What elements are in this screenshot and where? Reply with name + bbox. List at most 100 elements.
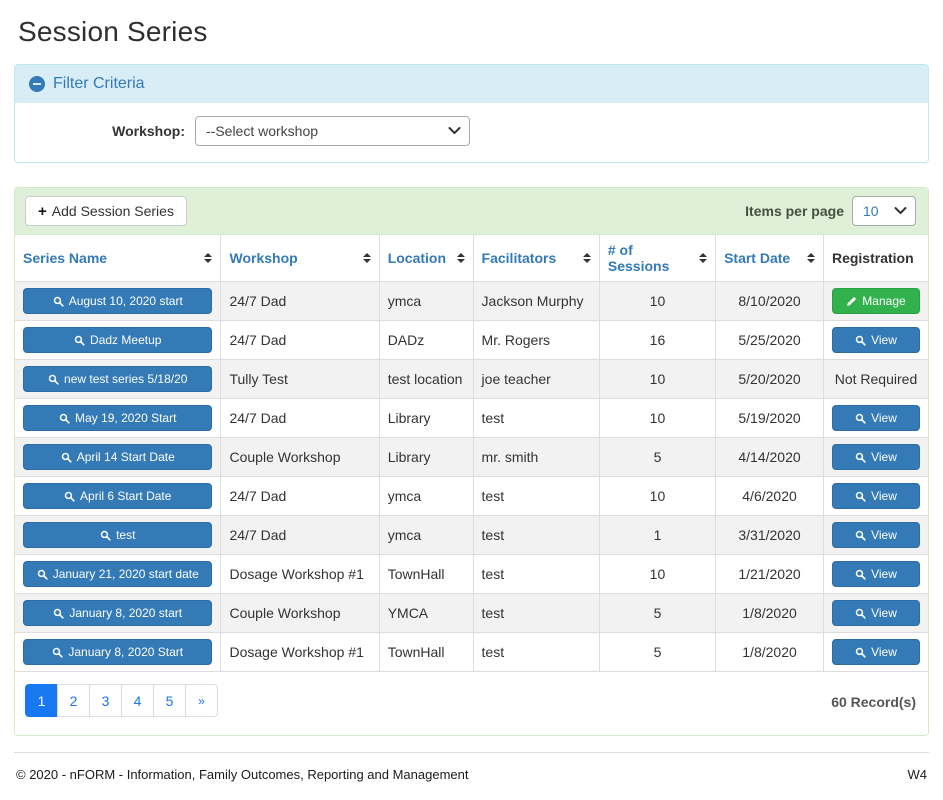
workshop-cell: Tully Test <box>220 359 380 399</box>
location-cell: YMCA <box>378 593 474 633</box>
workshop-cell: 24/7 Dad <box>220 281 380 321</box>
footer-copyright: © 2020 - nFORM - Information, Family Out… <box>16 767 469 782</box>
facilitators-cell: test <box>472 515 600 555</box>
filter-criteria-title: Filter Criteria <box>53 75 145 92</box>
series-name-label: January 8, 2020 start <box>69 606 183 620</box>
table-row: January 21, 2020 start date Dosage Works… <box>15 554 928 594</box>
site-footer: © 2020 - nFORM - Information, Family Out… <box>14 767 929 800</box>
series-name-button[interactable]: test <box>23 522 213 548</box>
page-title: Session Series <box>18 16 208 47</box>
table-row: Dadz Meetup 24/7 Dad DADz Mr. Rogers 16 … <box>15 320 928 360</box>
series-name-cell: test <box>15 515 222 555</box>
column-header-start-date[interactable]: Start Date <box>715 235 824 282</box>
series-name-button[interactable]: April 14 Start Date <box>23 444 213 470</box>
start-date-cell: 1/8/2020 <box>715 632 824 672</box>
pagination-page-button[interactable]: 3 <box>89 684 122 717</box>
column-label: Series Name <box>23 250 108 266</box>
column-header-series-name[interactable]: Series Name <box>15 235 222 282</box>
sessions-cell: 5 <box>598 632 717 672</box>
workshop-cell: Couple Workshop <box>220 593 380 633</box>
table-header-row: Series Name Workshop Location Facilitators #… <box>15 235 928 282</box>
view-button[interactable]: View <box>831 600 920 626</box>
series-name-button[interactable]: January 8, 2020 Start <box>23 639 213 665</box>
column-header-workshop[interactable]: Workshop <box>220 235 380 282</box>
footer-divider <box>14 752 929 753</box>
pagination-page-button[interactable]: 4 <box>121 684 154 717</box>
registration-cell: View <box>822 476 928 516</box>
items-per-page-select[interactable]: 10 <box>852 196 916 226</box>
view-button[interactable]: View <box>831 483 920 509</box>
location-cell: Library <box>378 398 474 438</box>
manage-button[interactable]: Manage <box>831 288 920 314</box>
pagination-page-button[interactable]: 1 <box>25 684 58 717</box>
column-label: Facilitators <box>481 250 557 266</box>
add-session-series-button[interactable]: + Add Session Series <box>25 196 187 226</box>
pagination-next-button[interactable]: » <box>185 684 218 717</box>
search-icon <box>61 452 72 463</box>
collapse-minus-icon[interactable] <box>29 76 45 92</box>
sort-arrows-icon <box>582 253 591 263</box>
session-series-panel: + Add Session Series Items per page 10 S… <box>14 187 929 736</box>
series-name-button[interactable]: January 8, 2020 start <box>23 600 213 626</box>
location-cell: ymca <box>378 515 474 555</box>
series-name-button[interactable]: Dadz Meetup <box>23 327 213 353</box>
view-button[interactable]: View <box>831 639 920 665</box>
series-name-label: April 14 Start Date <box>76 450 175 464</box>
record-count: 60 Record(s) <box>831 694 916 710</box>
column-header-facilitators[interactable]: Facilitators <box>472 235 600 282</box>
workshop-cell: Dosage Workshop #1 <box>220 554 380 594</box>
search-icon <box>855 491 866 502</box>
manage-button-label: Manage <box>862 294 906 308</box>
column-label: Registration <box>831 250 914 266</box>
sort-arrows-icon <box>806 253 815 263</box>
search-icon <box>64 491 75 502</box>
table-footer-row: 1 2 3 4 5» 60 Record(s) <box>15 672 928 735</box>
facilitators-cell: test <box>472 593 600 633</box>
sessions-cell: 16 <box>598 320 717 360</box>
workshop-select[interactable]: --Select workshop <box>195 116 470 146</box>
search-icon <box>855 530 866 541</box>
series-name-label: May 19, 2020 Start <box>75 411 177 425</box>
column-label: Start Date <box>724 250 791 266</box>
workshop-cell: 24/7 Dad <box>220 476 380 516</box>
column-header-location[interactable]: Location <box>378 235 474 282</box>
facilitators-cell: Mr. Rogers <box>472 320 600 360</box>
search-icon <box>37 569 48 580</box>
sessions-cell: 10 <box>598 359 717 399</box>
view-button[interactable]: View <box>831 327 920 353</box>
start-date-cell: 1/8/2020 <box>715 593 824 633</box>
table-row: August 10, 2020 start 24/7 Dad ymca Jack… <box>15 281 928 321</box>
series-name-button[interactable]: August 10, 2020 start <box>23 288 213 314</box>
table-row: January 8, 2020 Start Dosage Workshop #1… <box>15 632 928 672</box>
location-cell: Library <box>378 437 474 477</box>
search-icon <box>855 608 866 619</box>
series-name-button[interactable]: new test series 5/18/20 <box>23 366 213 392</box>
sessions-cell: 10 <box>598 476 717 516</box>
column-header-registration: Registration <box>822 235 928 282</box>
series-name-button[interactable]: January 21, 2020 start date <box>23 561 213 587</box>
column-header-of-sessions[interactable]: # of Sessions <box>598 235 717 282</box>
sessions-cell: 5 <box>598 593 717 633</box>
start-date-cell: 4/6/2020 <box>715 476 824 516</box>
series-name-cell: new test series 5/18/20 <box>15 359 222 399</box>
workshop-cell: Dosage Workshop #1 <box>220 632 380 672</box>
add-session-series-label: Add Session Series <box>51 203 174 219</box>
pagination-page-button[interactable]: 2 <box>57 684 90 717</box>
registration-status-text: Not Required <box>834 371 918 387</box>
search-icon <box>59 413 70 424</box>
search-icon <box>855 569 866 580</box>
view-button[interactable]: View <box>831 522 920 548</box>
series-name-label: test <box>116 528 136 542</box>
series-name-button[interactable]: April 6 Start Date <box>23 483 213 509</box>
view-button[interactable]: View <box>831 561 920 587</box>
view-button[interactable]: View <box>831 405 920 431</box>
footer-version: W4 <box>907 767 928 782</box>
filter-criteria-header[interactable]: Filter Criteria <box>15 65 928 103</box>
pagination-page-button[interactable]: 5 <box>153 684 186 717</box>
series-name-button[interactable]: May 19, 2020 Start <box>23 405 213 431</box>
registration-cell: View <box>822 437 928 477</box>
series-name-label: August 10, 2020 start <box>68 294 183 308</box>
view-button[interactable]: View <box>831 444 920 470</box>
series-name-label: new test series 5/18/20 <box>64 372 188 386</box>
sort-arrows-icon <box>362 253 371 263</box>
